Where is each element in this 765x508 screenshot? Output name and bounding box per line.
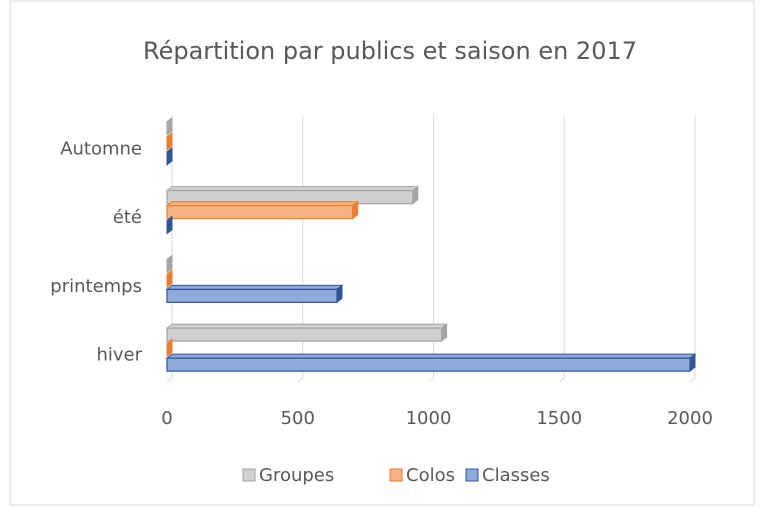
y-tick-label: hiver bbox=[96, 345, 142, 366]
y-tick-label: printemps bbox=[50, 276, 142, 297]
y-tick-label: Automne bbox=[60, 138, 142, 159]
chart-frame bbox=[9, 0, 755, 506]
bar-side bbox=[166, 146, 173, 166]
grid-depth bbox=[297, 377, 304, 383]
x-tick-label: 2000 bbox=[667, 408, 713, 429]
x-tick-label: 1000 bbox=[406, 408, 452, 429]
chart-title: Répartition par publics et saison en 201… bbox=[143, 37, 637, 65]
bar-side bbox=[166, 254, 173, 274]
grid-depth bbox=[428, 377, 434, 383]
bar-side bbox=[166, 131, 173, 151]
bar-top bbox=[165, 201, 360, 207]
legend-label: Classes bbox=[482, 465, 550, 486]
bar-top bbox=[165, 323, 449, 329]
legend-label: Groupes bbox=[259, 465, 334, 486]
grid-depth bbox=[166, 377, 173, 383]
legend-label: Colos bbox=[406, 465, 455, 486]
legend-swatch bbox=[389, 468, 403, 482]
bar-top bbox=[165, 353, 697, 359]
bar-top bbox=[165, 284, 344, 290]
x-tick-label: 0 bbox=[161, 408, 172, 429]
x-tick-label: 500 bbox=[281, 408, 315, 429]
bar-side bbox=[166, 338, 173, 358]
grid-depth bbox=[689, 377, 696, 383]
bar-top bbox=[165, 186, 420, 192]
y-tick-label: été bbox=[113, 207, 142, 228]
grid-depth bbox=[558, 377, 565, 383]
legend-swatch bbox=[242, 468, 256, 482]
bar bbox=[166, 357, 691, 372]
bar bbox=[166, 327, 443, 342]
legend-swatch bbox=[465, 468, 479, 482]
bar-side bbox=[166, 269, 173, 289]
bar bbox=[166, 205, 354, 220]
bar-side bbox=[166, 116, 173, 136]
bar-side bbox=[166, 215, 173, 235]
x-tick-label: 1500 bbox=[536, 408, 582, 429]
bar bbox=[166, 288, 338, 303]
